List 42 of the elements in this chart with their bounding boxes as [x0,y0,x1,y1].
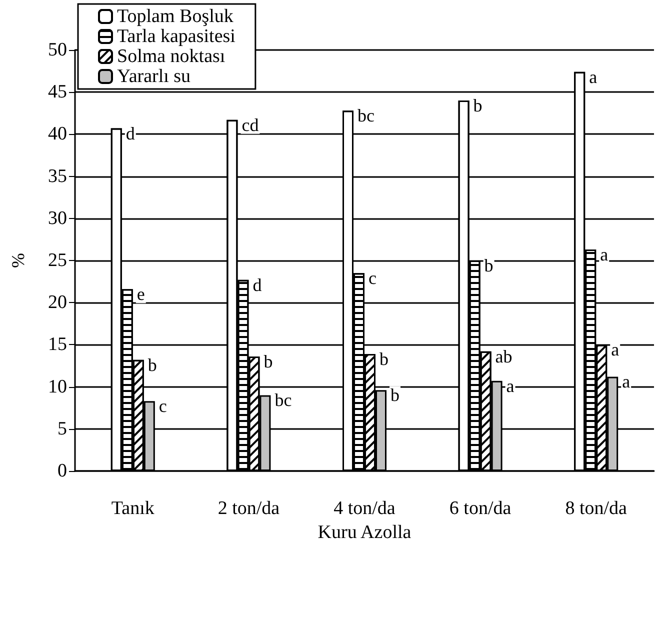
legend-label: Toplam Boşluk [117,6,234,27]
y-tick-label: 50 [48,40,67,60]
x-tick-label: 2 ton/da [218,498,280,519]
x-tick-label: Tanık [111,498,155,519]
data-label: b [390,385,400,406]
data-label: b [148,354,157,375]
y-tick-label: 45 [48,82,67,103]
data-label: a [611,340,620,360]
y-tick-label: 20 [48,292,67,314]
y-tick-label: 25 [48,250,67,271]
y-tick-label: 40 [48,124,67,145]
legend-label: Yararlı su [117,66,192,87]
y-axis-title: % [8,253,28,268]
data-label: bc [358,106,374,126]
data-label: b [380,348,388,369]
data-label: b [484,256,494,276]
y-tick-label: 15 [48,334,67,356]
data-label: b [473,96,482,116]
data-label: c [368,268,376,288]
data-label: c [158,396,167,416]
data-label: d [126,123,135,144]
data-label: bc [274,390,292,410]
y-tick-label: 30 [48,208,67,229]
data-label: cd [242,114,259,135]
data-label: a [600,244,608,265]
x-tick-label: 6 ton/da [449,498,512,519]
x-axis-title: Kuru Azolla [318,522,412,543]
legend-label: Tarla kapasitesi [117,26,236,47]
data-label: b [264,351,273,372]
data-label: d [252,274,262,295]
data-label: a [506,376,514,396]
y-tick-label: 5 [58,418,67,440]
data-label: ab [495,346,512,366]
y-tick-label: 10 [48,376,67,398]
data-label: a [622,372,630,392]
x-tick-label: 4 ton/da [334,498,396,519]
data-label: e [136,284,145,304]
y-tick-label: 35 [48,166,67,187]
data-label: a [589,66,598,87]
y-tick-label: 0 [58,460,67,482]
legend-label: Solma noktası [117,46,226,67]
x-tick-label: 8 ton/da [565,498,628,519]
